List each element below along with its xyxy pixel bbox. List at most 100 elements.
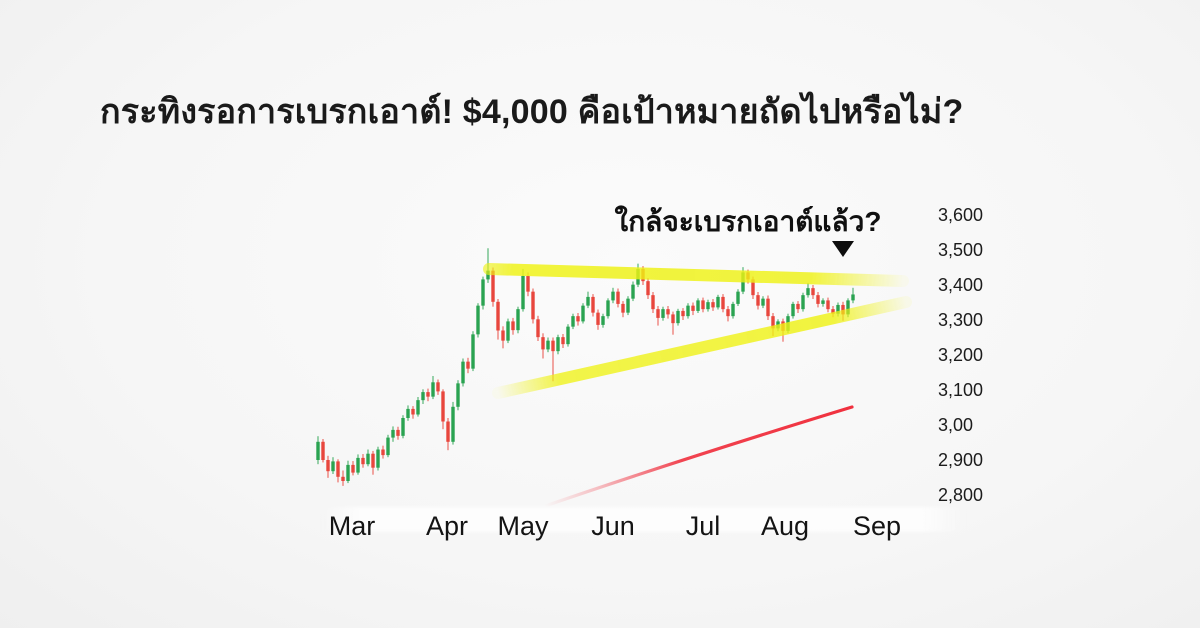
y-axis-label-2900: 2,900	[938, 450, 984, 470]
candle	[426, 388, 430, 402]
candle	[826, 297, 830, 313]
candle-body	[351, 464, 355, 473]
candle-body	[806, 288, 810, 296]
candle-body	[481, 279, 485, 306]
candle-body	[471, 334, 475, 369]
y-axis-label-3600: 3,600	[938, 205, 984, 225]
x-axis-label-sep: Sep	[852, 511, 902, 541]
breakout-annotation: ใกล้จะเบรกเอาต์แล้ว?	[614, 206, 882, 237]
candle-body	[676, 310, 680, 324]
candle-body	[801, 295, 805, 310]
candle	[346, 460, 350, 484]
candle	[391, 426, 395, 442]
candle	[616, 288, 620, 308]
candle-body	[521, 275, 525, 310]
candle	[451, 401, 455, 445]
candle-body	[646, 281, 650, 296]
candle-body	[736, 291, 740, 304]
candle	[546, 337, 550, 353]
candle-body	[526, 275, 530, 292]
candle-body	[341, 476, 345, 481]
candle-body	[486, 270, 490, 280]
candle	[351, 461, 355, 476]
candle	[796, 301, 800, 313]
candle	[656, 306, 660, 326]
candle	[646, 278, 650, 299]
candle-body	[371, 453, 375, 468]
candle-body	[686, 305, 690, 317]
candle	[621, 301, 625, 318]
candle	[371, 450, 375, 475]
candle	[596, 309, 600, 330]
candle-body	[726, 309, 730, 317]
candle	[396, 426, 400, 440]
candle-body	[716, 296, 720, 308]
candle-body	[466, 361, 470, 369]
candle-body	[616, 291, 620, 304]
candle-body	[476, 305, 480, 335]
candle	[521, 268, 525, 312]
candle	[676, 308, 680, 326]
candle-body	[516, 309, 520, 331]
candle-body	[766, 298, 770, 317]
candle-body	[621, 303, 625, 313]
candle-body	[381, 449, 385, 456]
candle	[526, 272, 530, 297]
candle-body	[551, 340, 555, 352]
candle-body	[401, 418, 405, 436]
candle	[441, 389, 445, 430]
candle	[501, 326, 505, 349]
candle	[576, 313, 580, 326]
candles-layer	[316, 248, 855, 486]
candle	[341, 470, 345, 486]
candle	[631, 281, 635, 302]
y-axis-label-2800: 2,800	[938, 485, 984, 505]
x-axis-label-mar: Mar	[328, 511, 376, 541]
candle	[551, 337, 555, 382]
candle	[431, 376, 435, 400]
candle-body	[336, 461, 340, 477]
candle-body	[446, 421, 450, 442]
y-axis-label-3300: 3,300	[938, 310, 984, 330]
candle	[496, 299, 500, 340]
candle	[471, 331, 475, 372]
candle	[456, 380, 460, 411]
candle	[411, 406, 415, 419]
x-axis-label-jul: Jul	[685, 511, 721, 541]
candle	[466, 357, 470, 374]
candle-body	[361, 457, 365, 465]
candle-body	[416, 400, 420, 415]
candle-body	[576, 316, 580, 322]
candle-body	[606, 300, 610, 317]
candle-body	[656, 309, 660, 318]
candle-body	[386, 437, 390, 456]
candle	[611, 287, 615, 304]
candle-body	[441, 391, 445, 422]
candle-body	[531, 291, 535, 320]
candle	[731, 301, 735, 319]
candle-body	[691, 305, 695, 311]
candle	[761, 296, 765, 309]
candle	[581, 303, 585, 324]
candle-body	[566, 326, 570, 345]
candle-body	[796, 303, 800, 310]
candle-body	[411, 408, 415, 415]
candle	[326, 455, 330, 478]
candle	[806, 282, 810, 298]
candle	[356, 454, 360, 475]
candle-body	[846, 300, 850, 315]
candle-body	[596, 312, 600, 325]
candle-body	[356, 457, 360, 473]
candle-body	[571, 316, 575, 327]
trendlines-layer	[483, 263, 912, 399]
candle-body	[831, 309, 835, 314]
candle-body	[591, 296, 595, 313]
candle-body	[631, 284, 635, 299]
candle	[436, 379, 440, 395]
y-axis-label-3400: 3,400	[938, 275, 984, 295]
candle-body	[546, 340, 550, 350]
candle-body	[501, 330, 505, 341]
candle	[626, 296, 630, 316]
candle-body	[836, 304, 840, 314]
